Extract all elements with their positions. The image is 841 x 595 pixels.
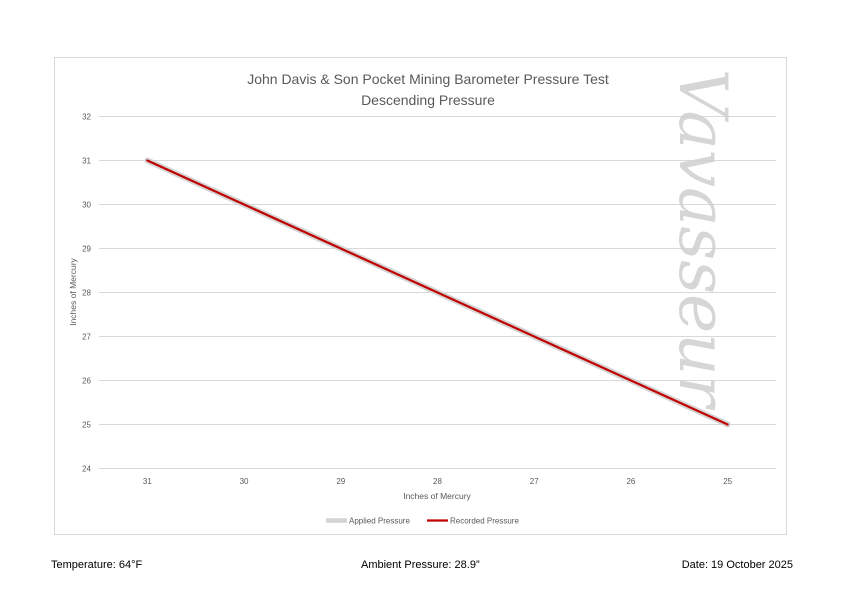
legend: Applied Pressure Recorded Pressure (326, 517, 519, 526)
y-tick-label: 25 (82, 421, 91, 430)
x-tick-label: 28 (433, 477, 442, 486)
x-tick-label: 26 (626, 477, 635, 486)
y-axis-label: Inches of Mercury (68, 257, 78, 325)
x-tick-label: 31 (143, 477, 152, 486)
y-tick-label: 28 (82, 289, 91, 298)
chart-frame (54, 57, 787, 535)
footer-date: Date: 19 October 2025 (681, 559, 793, 571)
footer-ambient-pressure: Ambient Pressure: 28.9” (361, 559, 480, 571)
x-axis-label: Inches of Mercury (403, 491, 471, 501)
y-tick-label: 32 (82, 113, 91, 122)
watermark: Vavasseur (664, 69, 741, 411)
x-tick-label: 29 (336, 477, 345, 486)
legend-label: Recorded Pressure (450, 517, 519, 526)
y-tick-label: 30 (82, 201, 91, 210)
y-tick-label: 27 (82, 333, 91, 342)
x-axis-ticks: 31 30 29 28 27 26 25 (143, 477, 733, 486)
y-tick-label: 29 (82, 245, 91, 254)
chart-title: John Davis & Son Pocket Mining Barometer… (247, 71, 609, 87)
footer-temperature: Temperature: 64°F (51, 559, 143, 571)
x-tick-label: 30 (240, 477, 249, 486)
y-tick-label: 24 (82, 465, 91, 474)
y-axis-ticks: 24 25 26 27 28 29 30 31 32 (82, 113, 91, 474)
series-lines (144, 157, 731, 428)
series-line-recorded-pressure (146, 159, 729, 426)
y-tick-label: 26 (82, 377, 91, 386)
chart-subtitle: Descending Pressure (361, 92, 495, 108)
y-tick-label: 31 (82, 157, 91, 166)
x-tick-label: 27 (530, 477, 539, 486)
legend-label: Applied Pressure (349, 517, 410, 526)
gridlines (99, 116, 776, 469)
x-tick-label: 25 (723, 477, 732, 486)
